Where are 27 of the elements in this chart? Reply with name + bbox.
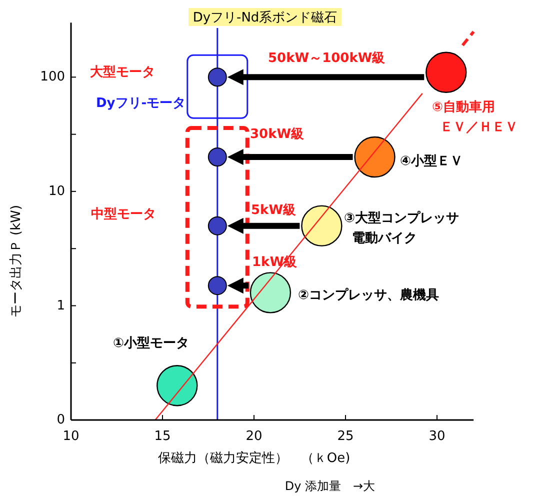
x-tick-label: 25 xyxy=(337,429,354,444)
annotation: 大型モータ xyxy=(90,64,155,80)
y-tick-label: 1 xyxy=(56,298,65,314)
x-tick-label: 15 xyxy=(154,429,171,444)
annotation: ⑤自動車用ＥＶ／ＨＥＶ xyxy=(432,100,518,135)
point xyxy=(208,148,227,167)
annotation: 30kW級 xyxy=(250,126,306,142)
annotation: Dyフリ-モータ xyxy=(96,96,186,111)
x-tick-label: 30 xyxy=(428,429,446,444)
annotation: ③大型コンプレッサ電動バイク xyxy=(344,210,460,246)
y-axis-title: モータ出力Ｐ (kW) xyxy=(9,204,24,318)
annotation: 5kW級 xyxy=(251,202,298,218)
y-tick-label: 0 xyxy=(56,412,65,428)
annotation: 中型モータ xyxy=(91,206,156,222)
annotation: ①小型モータ xyxy=(113,336,190,351)
annotation: ②コンプレッサ、農機具 xyxy=(298,286,440,303)
y-tick-label: 100 xyxy=(40,70,65,85)
y-tick-label: 10 xyxy=(48,184,65,199)
annotation: 1kW級 xyxy=(252,254,298,270)
x-tick-label: 20 xyxy=(246,429,262,444)
x-axis-title: 保磁力（磁力安定性） （ｋOe) xyxy=(158,450,350,466)
annotation: ④小型ＥＶ xyxy=(400,154,464,169)
text: Dy 添加量 →大 xyxy=(284,479,376,494)
point xyxy=(208,216,227,236)
annotation: 50kW～100kW級 xyxy=(268,50,386,66)
chart-title: Dyフリ-Nd系ボンド磁石 xyxy=(192,10,338,26)
point xyxy=(208,276,227,296)
